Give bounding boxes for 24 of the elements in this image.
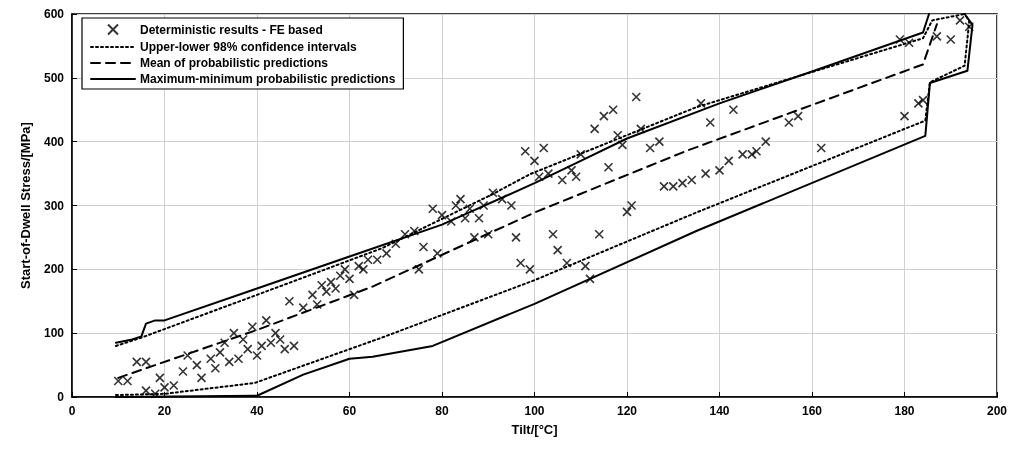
y-tick-label: 500 bbox=[43, 70, 65, 85]
x-axis-title: Tilt/[°C] bbox=[511, 422, 558, 437]
legend-label: Upper-lower 98% confidence intervals bbox=[140, 40, 358, 54]
x-tick-label: 200 bbox=[986, 404, 1008, 418]
x-tick-label: 80 bbox=[435, 404, 449, 418]
legend-label: Mean of probabilistic predictions bbox=[140, 56, 329, 70]
y-tick-label: 0 bbox=[57, 390, 65, 404]
y-tick-label: 300 bbox=[43, 198, 65, 213]
legend-label: Maximum-minimum probabilistic predictions bbox=[140, 72, 396, 86]
x-tick-label: 140 bbox=[709, 404, 730, 418]
x-tick-label: 20 bbox=[157, 404, 172, 418]
y-axis-title: Start-of-Dwell Stress/[MPa] bbox=[18, 122, 33, 289]
x-tick-label: 60 bbox=[342, 404, 357, 418]
legend-label: Deterministic results - FE based bbox=[140, 22, 323, 37]
y-tick-label: 600 bbox=[43, 7, 65, 21]
x-tick-label: 160 bbox=[801, 404, 823, 418]
x-tick-label: 180 bbox=[894, 404, 915, 418]
x-tick-label: 100 bbox=[524, 404, 545, 418]
y-tick-label: 200 bbox=[43, 262, 65, 277]
x-tick-label: 40 bbox=[250, 404, 264, 418]
x-tick-label: 0 bbox=[68, 404, 76, 418]
y-tick-label: 100 bbox=[43, 326, 65, 341]
y-tick-label: 400 bbox=[43, 134, 65, 149]
x-tick-label: 120 bbox=[616, 404, 638, 418]
